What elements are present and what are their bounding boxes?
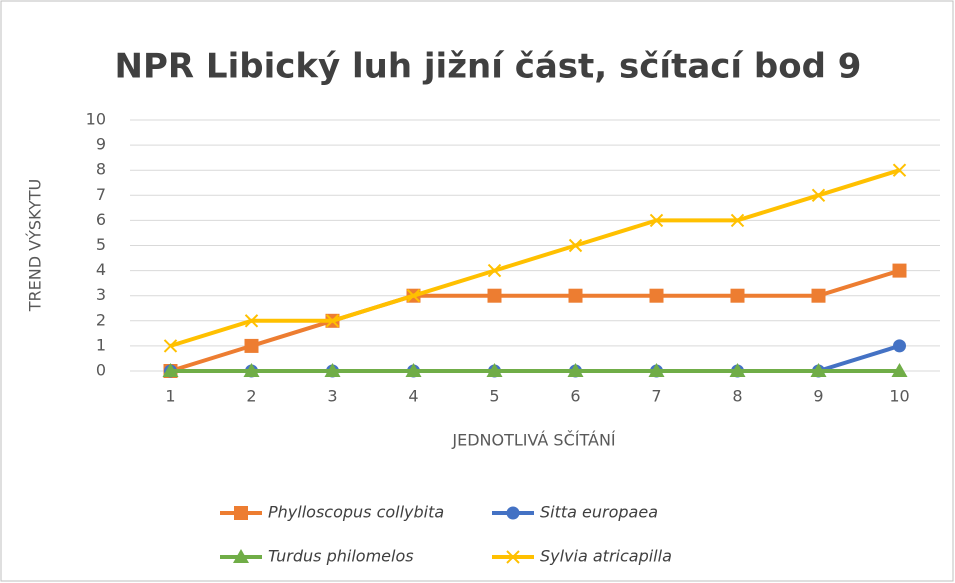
data-point: [649, 288, 664, 303]
y-tick-label: 3: [96, 285, 106, 304]
legend-label: Phylloscopus collybita: [268, 503, 444, 522]
data-point: [162, 363, 179, 377]
data-point: [406, 288, 421, 303]
legend-label: Sitta europaea: [540, 503, 658, 522]
data-point: [244, 338, 259, 353]
x-tick-label: 6: [570, 387, 580, 406]
y-tick-label: 6: [96, 210, 106, 229]
data-point: [324, 363, 341, 377]
y-tick-label: 5: [96, 235, 106, 254]
data-point: [568, 288, 583, 303]
series-line: [169, 168, 901, 348]
data-point: [893, 339, 906, 353]
x-axis-title: JEDNOTLIVÁ SČÍTÁNÍ: [451, 431, 616, 450]
data-point: [648, 363, 665, 377]
x-tick-label: 1: [165, 387, 175, 406]
data-point: [567, 363, 584, 377]
data-point: [325, 314, 340, 328]
x-tick-label: 10: [889, 387, 909, 406]
data-point: [243, 363, 260, 377]
x-tick-label: 8: [732, 387, 742, 406]
data-point: [487, 263, 502, 278]
legend-marker: [506, 506, 520, 520]
legend-marker: [233, 549, 249, 563]
y-tick-label: 0: [96, 361, 106, 380]
x-tick-label: 4: [408, 387, 418, 406]
data-point: [811, 188, 826, 203]
y-tick-label: 9: [96, 135, 106, 154]
series-line: [169, 268, 901, 373]
legend-label: Sylvia atricapilla: [540, 547, 672, 566]
data-point: [811, 288, 826, 303]
data-point: [163, 339, 178, 353]
chart-title: NPR Libický luh jižní část, sčítací bod …: [115, 47, 862, 87]
data-point: [649, 213, 664, 228]
legend-marker: [506, 550, 520, 564]
data-point: [568, 238, 583, 253]
data-point: [486, 363, 503, 377]
x-tick-label: 9: [813, 387, 823, 406]
y-tick-label: 1: [96, 335, 106, 354]
data-point: [730, 213, 745, 228]
x-tick-label: 7: [651, 387, 661, 406]
y-tick-label: 7: [96, 185, 106, 204]
x-tick-label: 2: [246, 387, 256, 406]
data-point: [244, 314, 259, 328]
data-point: [405, 363, 422, 377]
y-tick-label: 10: [86, 110, 106, 129]
x-tick-label: 3: [327, 387, 337, 406]
data-point: [730, 288, 745, 303]
y-tick-label: 4: [96, 260, 106, 279]
y-axis-title: TREND VÝSKYTU: [26, 179, 45, 312]
data-point: [892, 163, 907, 177]
data-point: [892, 263, 907, 278]
y-tick-label: 8: [96, 160, 106, 179]
y-tick-label: 2: [96, 310, 106, 329]
legend-marker: [234, 506, 248, 520]
data-point: [810, 363, 827, 377]
data-point: [729, 363, 746, 377]
legend-label: Turdus philomelos: [268, 547, 414, 566]
x-tick-label: 5: [489, 387, 499, 406]
data-point: [487, 288, 502, 303]
data-point: [891, 363, 908, 377]
